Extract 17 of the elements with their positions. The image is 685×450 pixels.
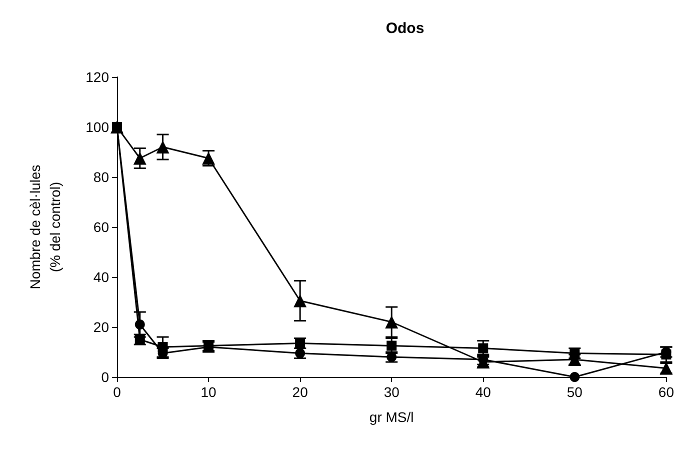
y-tick-label: 120: [86, 69, 110, 85]
y-axis-title: Nombre de cèl·lules (% del control): [27, 164, 63, 290]
y-tick-label: 80: [93, 169, 110, 185]
y-tick-label: 20: [93, 319, 110, 335]
x-tick-label: 50: [566, 384, 583, 400]
x-tick-label: 60: [658, 384, 674, 400]
x-tick-label: 30: [384, 384, 400, 400]
x-tick-label: 20: [292, 384, 308, 400]
x-axis-title: gr MS/l: [369, 409, 414, 425]
x-tick-label: 10: [200, 384, 217, 400]
y-tick-label: 60: [93, 219, 110, 235]
x-tick-label: 40: [475, 384, 492, 400]
y-tick-label: 0: [101, 369, 110, 385]
y-tick-label: 100: [86, 119, 110, 135]
y-tick-label: 40: [93, 269, 110, 285]
chart-title: Odos: [386, 20, 424, 37]
x-tick-label: 0: [113, 384, 122, 400]
